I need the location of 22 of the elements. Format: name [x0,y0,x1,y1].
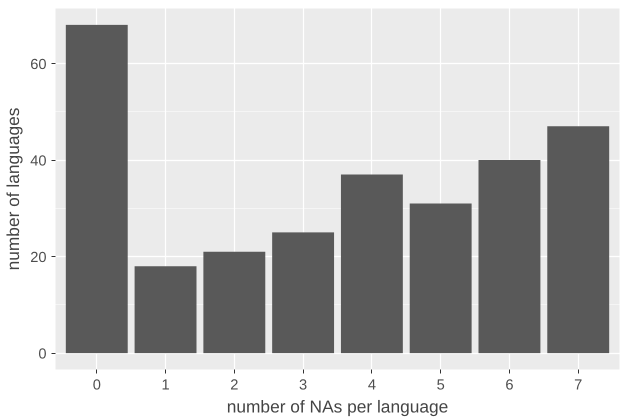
y-tick-label: 20 [30,250,47,266]
x-tick-label: 5 [436,378,445,394]
bar [410,203,472,354]
bar [547,126,610,354]
x-tick-label: 6 [505,378,514,394]
x-tick-label: 4 [368,378,376,394]
bar [340,174,403,354]
bar [134,266,196,354]
x-axis-title: number of NAs per language [226,396,448,416]
x-tick-label: 2 [230,378,238,394]
bar [203,252,266,354]
x-tick-label: 0 [92,378,101,394]
bar [272,232,334,354]
y-tick-label: 0 [38,346,47,363]
y-tick-label: 60 [30,57,47,74]
x-tick-label: 1 [161,378,170,394]
x-tick-label: 7 [574,378,582,394]
y-tick-label: 40 [30,154,47,170]
bar [478,160,540,354]
y-axis-title: number of languages [3,107,24,270]
bar [66,24,128,354]
x-tick-label: 3 [299,378,308,394]
